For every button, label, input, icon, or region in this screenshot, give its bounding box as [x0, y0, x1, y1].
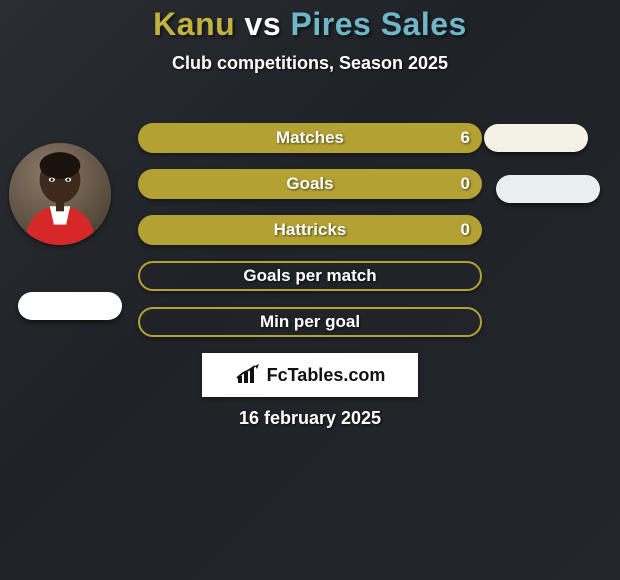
avatar-player1-svg	[9, 143, 111, 245]
bar-matches-label: Matches	[138, 128, 482, 148]
subtitle: Club competitions, Season 2025	[0, 53, 620, 74]
pill-right-2	[496, 175, 600, 203]
source-logo-text: FcTables.com	[267, 365, 386, 386]
title-player2: Pires Sales	[291, 6, 467, 42]
bar-mpg-label: Min per goal	[140, 312, 480, 332]
bar-goals-per-match: Goals per match	[138, 261, 482, 291]
bar-gpm-label: Goals per match	[140, 266, 480, 286]
bar-hattricks: Hattricks 0	[138, 215, 482, 245]
avatar-player1	[9, 143, 111, 245]
page-title: Kanu vs Pires Sales	[0, 6, 620, 43]
source-logo-box: FcTables.com	[202, 353, 418, 397]
title-player1: Kanu	[153, 6, 235, 42]
title-vs: vs	[245, 6, 282, 42]
bar-goals: Goals 0	[138, 169, 482, 199]
pill-left	[18, 292, 122, 320]
bar-hattricks-value: 0	[461, 220, 470, 240]
pill-right-1	[484, 124, 588, 152]
comparison-card: Kanu vs Pires Sales Club competitions, S…	[0, 0, 620, 580]
bar-matches: Matches 6	[138, 123, 482, 153]
bar-goals-label: Goals	[138, 174, 482, 194]
date-text: 16 february 2025	[0, 408, 620, 429]
stat-bars: Matches 6 Goals 0 Hattricks 0 Goals per …	[138, 123, 482, 353]
source-logo: FcTables.com	[235, 364, 386, 386]
bar-min-per-goal: Min per goal	[138, 307, 482, 337]
bar-goals-value: 0	[461, 174, 470, 194]
bar-hattricks-label: Hattricks	[138, 220, 482, 240]
bar-matches-value: 6	[461, 128, 470, 148]
chart-icon	[235, 364, 263, 386]
